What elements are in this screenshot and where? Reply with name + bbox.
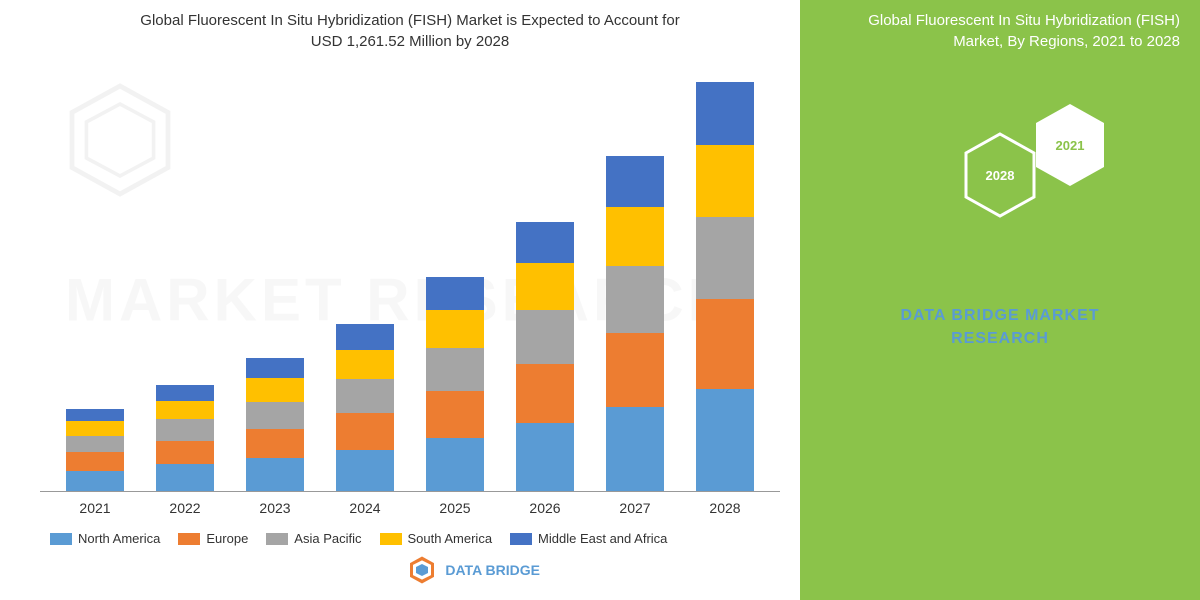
x-label: 2023 bbox=[246, 500, 304, 516]
bar-segment bbox=[696, 145, 754, 217]
right-panel: Global Fluorescent In Situ Hybridization… bbox=[800, 0, 1200, 600]
title-line1: Global Fluorescent In Situ Hybridization… bbox=[140, 12, 679, 29]
hex-label-2028: 2028 bbox=[986, 168, 1015, 183]
bar-segment bbox=[516, 222, 574, 263]
bar-2023 bbox=[246, 358, 304, 491]
bar-segment bbox=[696, 389, 754, 491]
legend: North America Europe Asia Pacific South Ame… bbox=[40, 531, 780, 546]
bar-segment bbox=[246, 358, 304, 378]
bar-segment bbox=[426, 348, 484, 391]
bar-segment bbox=[606, 333, 664, 407]
left-panel: Global Fluorescent In Situ Hybridization… bbox=[0, 0, 800, 600]
right-title-line1: Global Fluorescent In Situ Hybridization… bbox=[868, 12, 1180, 29]
legend-item: Asia Pacific bbox=[266, 531, 361, 546]
bar-2028 bbox=[696, 82, 754, 491]
bar-segment bbox=[66, 409, 124, 421]
bar-segment bbox=[426, 310, 484, 348]
bar-segment bbox=[516, 310, 574, 364]
x-label: 2026 bbox=[516, 500, 574, 516]
x-label: 2028 bbox=[696, 500, 754, 516]
x-label: 2024 bbox=[336, 500, 394, 516]
bar-segment bbox=[246, 378, 304, 402]
bar-segment bbox=[156, 419, 214, 441]
bar-segment bbox=[516, 423, 574, 491]
bar-segment bbox=[426, 438, 484, 491]
hexagon-2021: 2021 bbox=[1030, 100, 1110, 190]
legend-swatch bbox=[380, 533, 402, 545]
bar-segment bbox=[336, 324, 394, 350]
bottom-logo-text: DATA BRIDGE bbox=[445, 562, 540, 578]
bar-2027 bbox=[606, 156, 664, 491]
bar-segment bbox=[66, 421, 124, 435]
bar-segment bbox=[156, 385, 214, 401]
legend-item: Middle East and Africa bbox=[510, 531, 667, 546]
legend-item: South America bbox=[380, 531, 493, 546]
bar-segment bbox=[336, 413, 394, 450]
bar-segment bbox=[246, 429, 304, 459]
bar-2021 bbox=[66, 409, 124, 491]
bar-segment bbox=[606, 156, 664, 207]
hex-label-2021: 2021 bbox=[1056, 138, 1085, 153]
legend-swatch bbox=[266, 533, 288, 545]
brand-line2: RESEARCH bbox=[951, 330, 1049, 347]
bar-segment bbox=[246, 458, 304, 491]
right-title-line2: Market, By Regions, 2021 to 2028 bbox=[953, 33, 1180, 50]
legend-swatch bbox=[510, 533, 532, 545]
legend-swatch bbox=[50, 533, 72, 545]
bar-segment bbox=[606, 207, 664, 265]
legend-item: Europe bbox=[178, 531, 248, 546]
legend-item: North America bbox=[50, 531, 160, 546]
chart-area bbox=[40, 62, 780, 492]
bar-segment bbox=[606, 407, 664, 491]
x-axis-labels: 2021 2022 2023 2024 2025 2026 2027 2028 bbox=[40, 492, 780, 516]
legend-label: South America bbox=[408, 531, 493, 546]
bar-segment bbox=[606, 266, 664, 334]
x-label: 2025 bbox=[426, 500, 484, 516]
bar-2026 bbox=[516, 222, 574, 491]
chart-title: Global Fluorescent In Situ Hybridization… bbox=[40, 10, 780, 52]
bar-segment bbox=[156, 441, 214, 465]
bar-segment bbox=[336, 379, 394, 413]
hexagon-2028: 2028 bbox=[960, 130, 1040, 220]
bar-segment bbox=[516, 263, 574, 310]
bar-segment bbox=[516, 364, 574, 423]
bar-segment bbox=[66, 436, 124, 452]
bar-2024 bbox=[336, 324, 394, 491]
bar-segment bbox=[336, 350, 394, 380]
bar-2025 bbox=[426, 277, 484, 491]
bottom-brand-logo: DATA BRIDGE bbox=[407, 555, 540, 585]
brand-name: DATA BRIDGE MARKET RESEARCH bbox=[800, 305, 1200, 350]
bar-segment bbox=[696, 299, 754, 389]
bar-segment bbox=[696, 82, 754, 145]
bar-segment bbox=[336, 450, 394, 491]
legend-swatch bbox=[178, 533, 200, 545]
legend-label: Europe bbox=[206, 531, 248, 546]
brand-line1: DATA BRIDGE MARKET bbox=[900, 307, 1099, 324]
bar-segment bbox=[696, 217, 754, 299]
bar-segment bbox=[66, 471, 124, 491]
main-container: Global Fluorescent In Situ Hybridization… bbox=[0, 0, 1200, 600]
hexagon-logo-icon bbox=[407, 555, 437, 585]
bar-segment bbox=[246, 402, 304, 429]
title-line2: USD 1,261.52 Million by 2028 bbox=[311, 33, 509, 50]
x-label: 2021 bbox=[66, 500, 124, 516]
legend-label: North America bbox=[78, 531, 160, 546]
hexagon-graphic: 2028 2021 bbox=[960, 100, 1140, 250]
legend-label: Middle East and Africa bbox=[538, 531, 667, 546]
legend-label: Asia Pacific bbox=[294, 531, 361, 546]
bar-segment bbox=[156, 401, 214, 419]
right-panel-title: Global Fluorescent In Situ Hybridization… bbox=[820, 10, 1180, 52]
bar-segment bbox=[66, 452, 124, 470]
bar-segment bbox=[426, 277, 484, 310]
bar-segment bbox=[426, 391, 484, 438]
bars-container bbox=[40, 62, 780, 491]
bar-segment bbox=[156, 464, 214, 491]
x-label: 2027 bbox=[606, 500, 664, 516]
bar-2022 bbox=[156, 385, 214, 491]
x-label: 2022 bbox=[156, 500, 214, 516]
